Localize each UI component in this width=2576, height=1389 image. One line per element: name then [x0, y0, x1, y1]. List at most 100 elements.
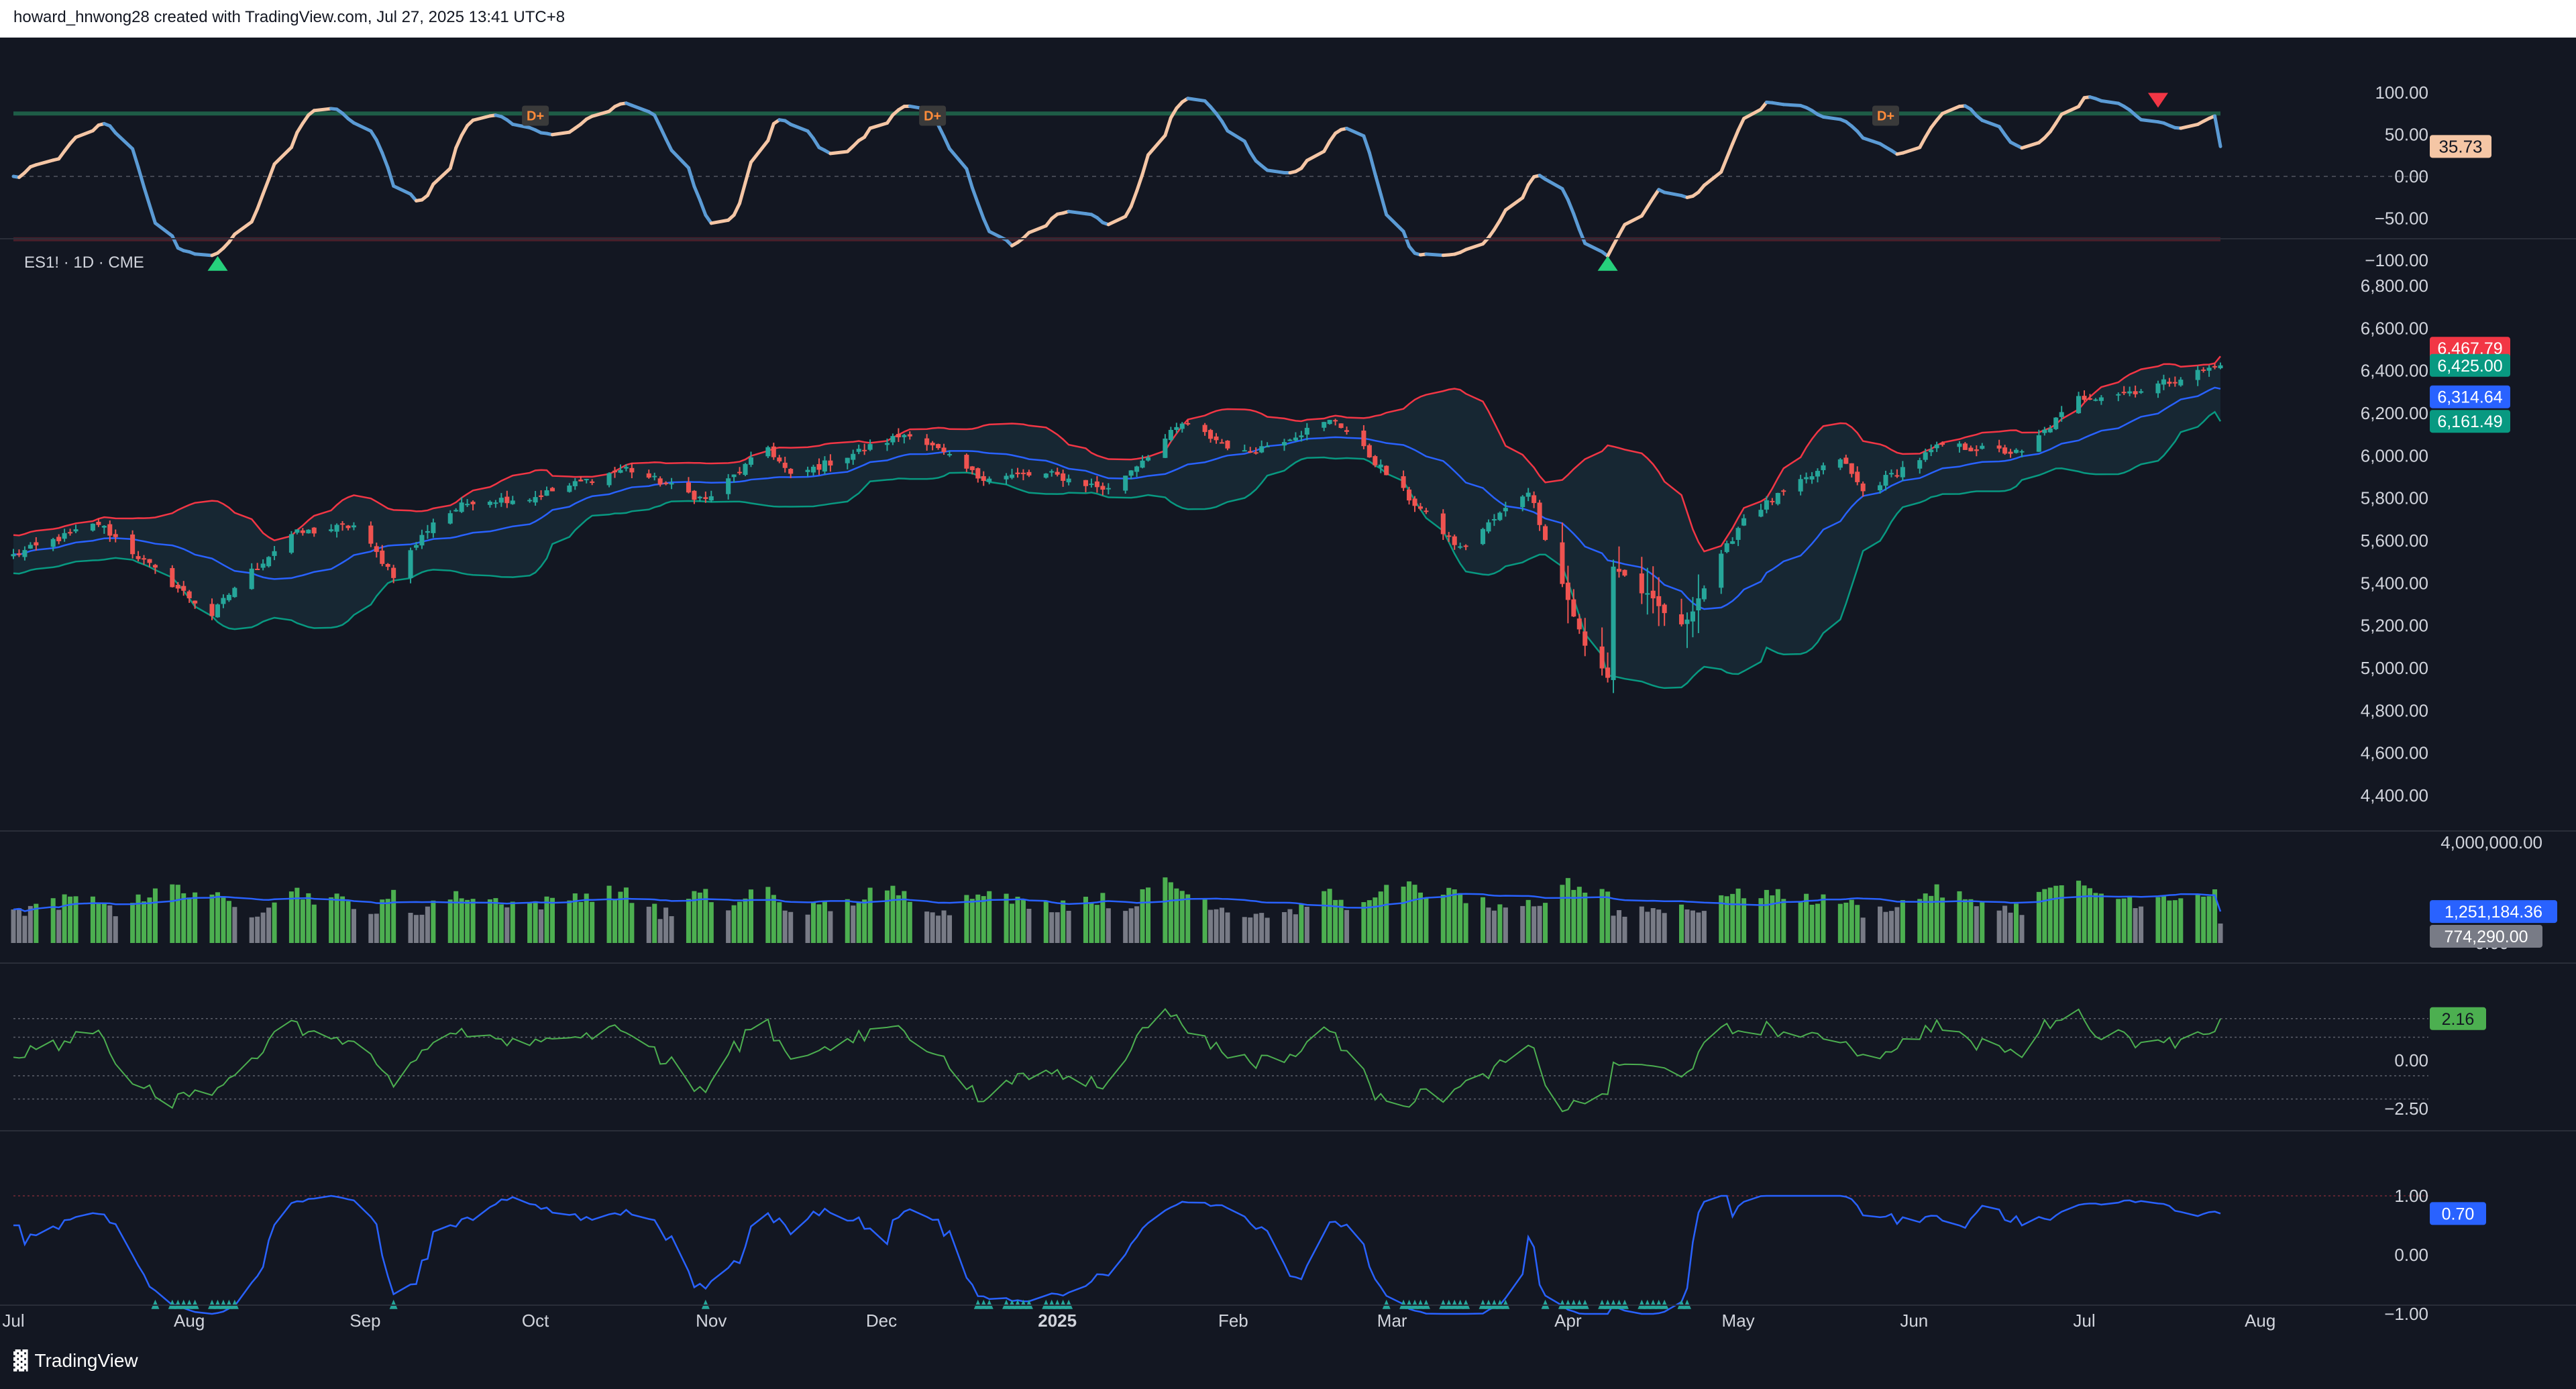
candle-body	[68, 532, 73, 534]
candle-body	[936, 444, 941, 449]
candle-body	[1378, 464, 1383, 467]
candle-body	[1809, 476, 1815, 480]
volume-bar	[1225, 912, 1230, 943]
candle-body	[487, 502, 492, 505]
oscillator-wave-segment	[1560, 186, 1570, 202]
volume-bar	[408, 912, 413, 943]
volume-bar	[1934, 884, 1939, 943]
oscillator-wave-segment	[970, 186, 980, 205]
volume-last-label: 774,290.00	[2444, 928, 2528, 946]
volume-bar	[1145, 887, 1151, 943]
candle-body	[1333, 420, 1338, 422]
volume-bar	[1242, 917, 1247, 943]
candle-body	[294, 529, 300, 533]
price-tick-label: 4,600.00	[2361, 743, 2428, 763]
candle-body	[288, 534, 294, 553]
candle-body	[2087, 398, 2093, 400]
divergence-label: D+	[924, 109, 941, 124]
volume-bar	[1599, 889, 1605, 943]
time-axis[interactable]: Jul Aug Sep Oct Nov Dec 2025 Feb Mar Apr May Jun Jul…	[2, 1311, 2275, 1331]
candle-body	[788, 469, 794, 474]
candle-body	[2161, 379, 2166, 385]
volume-bar	[743, 898, 748, 943]
volume-bar	[1974, 906, 1979, 943]
candle-body	[255, 568, 260, 570]
signal-triangle-icon	[1564, 1299, 1572, 1309]
price-panel[interactable]	[11, 355, 2223, 693]
candle-body	[1650, 590, 1656, 599]
signal-triangle-icon	[1059, 1299, 1067, 1309]
volume-bar	[50, 898, 56, 943]
candle-body	[147, 559, 152, 563]
volume-bar	[1185, 894, 1191, 943]
candle-body	[447, 513, 453, 524]
oscillator-wave-segment	[1611, 233, 1621, 247]
volume-bar	[1463, 903, 1468, 943]
oscillator-wave-segment	[828, 150, 849, 156]
candle-body	[1719, 553, 1724, 588]
chart-area[interactable]: D+ D+ D+ 100.00 50.00 0.00 −50.00 −100.00 35.73…	[0, 38, 2576, 1339]
volume-bar	[181, 893, 186, 943]
volume-bar	[510, 901, 515, 943]
candle-body	[1843, 457, 1849, 464]
candle-body	[193, 600, 198, 604]
signal-triangle-icon	[1677, 1299, 1686, 1309]
signal-triangle-icon	[1569, 1299, 1578, 1309]
oscillator-wave-segment	[965, 167, 974, 190]
volume-bar	[1611, 915, 1616, 943]
volume-bar	[1004, 893, 1009, 943]
candle-body	[1384, 465, 1389, 476]
volume-bar	[2087, 888, 2093, 943]
signal-triangle-icon	[213, 1299, 222, 1309]
candle-body	[822, 460, 827, 471]
candle-body	[703, 497, 708, 499]
volume-bar	[1650, 908, 1656, 943]
candle-body	[50, 539, 56, 547]
oscillator-wave-segment	[1106, 215, 1128, 227]
candle-body	[1202, 425, 1208, 433]
candle-body	[1804, 477, 1809, 480]
chart-svg[interactable]: D+ D+ D+ 100.00 50.00 0.00 −50.00 −100.00 35.73…	[0, 38, 2576, 1339]
volume-bar	[413, 915, 419, 943]
price-axis: 6,800.00 6,600.00 6,400.00 6,200.00 6,000.00…	[2361, 276, 2510, 805]
volume-bar	[1055, 912, 1060, 943]
volume-bar	[152, 888, 158, 943]
oscillator-wave-segment	[1980, 118, 2001, 129]
volume-bar	[73, 896, 78, 943]
brand[interactable]: ▓ TradingView	[13, 1349, 138, 1372]
bollinger-lower-line	[13, 410, 2222, 689]
signal-triangle-icon	[1444, 1299, 1453, 1309]
time-tick-label: Jul	[2, 1311, 24, 1331]
candle-body	[805, 469, 810, 472]
volume-bar	[748, 889, 754, 943]
price-tick-label: 4,800.00	[2361, 700, 2428, 720]
volume-bar	[175, 885, 180, 943]
oscillator-wave-segment	[380, 151, 390, 170]
oscillator-wave-segment	[550, 130, 572, 137]
oscillator-wave-segment	[267, 162, 276, 181]
volume-bar	[1576, 887, 1582, 943]
oscillator-2-panel[interactable]	[13, 1007, 2428, 1113]
candle-body	[1900, 467, 1905, 478]
candle-body	[828, 460, 833, 466]
volume-bar	[936, 915, 941, 943]
oscillator-wave-segment	[1186, 97, 1207, 103]
panel-separators	[0, 238, 2576, 1306]
volume-bar	[1259, 913, 1265, 943]
volume-panel[interactable]	[11, 877, 2223, 943]
oscillator-wave-segment	[1583, 241, 1604, 254]
signal-triangle-icon	[1501, 1299, 1510, 1309]
candle-body	[34, 542, 39, 546]
volume-bar	[294, 887, 300, 943]
volume-bar	[1679, 904, 1684, 943]
oscillator-3-panel[interactable]	[13, 1194, 2428, 1315]
candle-body	[1424, 510, 1429, 512]
volume-bar	[1804, 893, 1809, 943]
candle-body	[1004, 476, 1009, 480]
candle-body	[1293, 437, 1298, 441]
candle-body	[465, 504, 470, 506]
symbol-label: ES1! · 1D · CME	[24, 254, 144, 272]
oscillator-wave-segment	[1646, 196, 1655, 209]
volume-bar	[2155, 897, 2161, 943]
oscillator-wave-segment	[1345, 127, 1366, 138]
